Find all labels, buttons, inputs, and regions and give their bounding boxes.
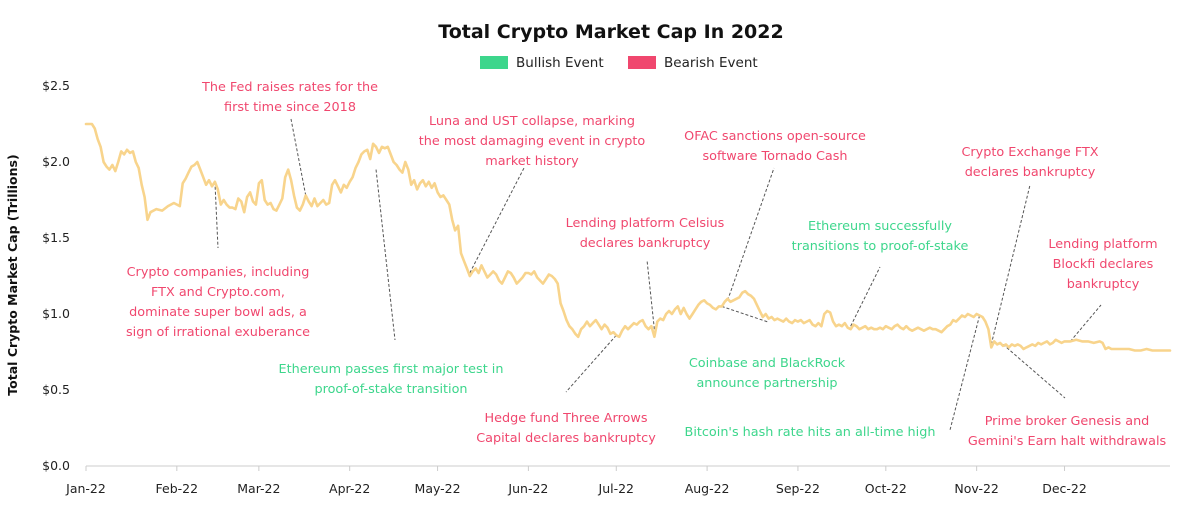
annotation-line: Hedge fund Three Arrows [484,411,647,426]
legend-label-bullish: Bullish Event [516,55,604,71]
annotation-line: Bitcoin's hash rate hits an all-time hig… [685,425,936,440]
annotation-hash-rate: Bitcoin's hash rate hits an all-time hig… [685,425,936,440]
annotation-tornado: OFAC sanctions open-source software Torna… [684,129,866,164]
legend: Bullish Event Bearish Event [480,55,758,71]
annotation-leaders [214,118,1102,431]
annotation-line: Crypto Exchange FTX [961,145,1098,160]
y-tick-label: $1.5 [42,230,70,245]
annotation-line: declares bankruptcy [965,165,1096,180]
legend-label-bearish: Bearish Event [664,55,758,71]
y-tick-label: $0.5 [42,382,70,397]
x-tick-label: Apr-22 [329,481,370,496]
y-axis: $0.0 $0.5 $1.0 $1.5 $2.0 $2.5 [42,78,70,473]
annotation-line: the most damaging event in crypto [419,134,646,149]
y-tick-label: $0.0 [42,458,70,473]
leader-fed-rates [290,118,307,196]
leader-eth-pos [850,266,881,327]
annotation-eth-pos: Ethereum successfully transitions to proo… [792,219,969,254]
annotation-line: Lending platform Celsius [566,216,725,231]
x-tick-label: Jan-22 [65,481,106,496]
legend-swatch-bullish [480,56,508,69]
annotation-line: declares bankruptcy [580,236,711,251]
annotation-celsius: Lending platform Celsius declares bankrup… [566,216,725,251]
y-axis-title: Total Crypto Market Cap (Trillions) [5,154,20,395]
annotations: Crypto companies, including FTX and Crypt… [126,80,1167,449]
annotation-line: market history [485,154,579,169]
annotation-line: Capital declares bankruptcy [476,431,656,446]
x-tick-label: Mar-22 [237,481,280,496]
x-tick-label: Sep-22 [776,481,820,496]
market-cap-line [84,122,1172,352]
leader-eth-test [375,169,396,341]
x-tick-label: Jun-22 [507,481,548,496]
annotation-luna: Luna and UST collapse, marking the most d… [419,114,646,169]
annotation-line: transitions to proof-of-stake [792,239,969,254]
x-tick-label: Nov-22 [954,481,998,496]
legend-swatch-bearish [628,56,656,69]
leader-hash-rate [949,315,981,431]
annotation-genesis: Prime broker Genesis and Gemini's Earn ha… [968,414,1167,449]
leader-three-arrows [565,334,617,393]
leader-super-bowl [214,181,219,249]
annotation-coinbase: Coinbase and BlackRock announce partnersh… [689,356,846,391]
x-tick-label: Oct-22 [865,481,907,496]
x-axis: Jan-22 Feb-22 Mar-22 Apr-22 May-22 Jun-22 Jul-… [65,466,1087,496]
x-tick-label: May-22 [415,481,461,496]
x-tick-label: Aug-22 [685,481,730,496]
annotation-line: Lending platform [1048,237,1157,252]
annotation-line: The Fed raises rates for the [201,80,378,95]
annotation-line: Ethereum successfully [808,219,952,234]
annotation-line: announce partnership [696,376,837,391]
x-tick-label: Feb-22 [156,481,199,496]
annotation-line: Crypto companies, including [127,265,310,280]
annotation-line: Blockfi declares [1053,257,1154,272]
leader-genesis [1002,344,1066,399]
annotation-line: FTX and Crypto.com, [151,285,285,300]
x-tick-label: Dec-22 [1042,481,1087,496]
y-tick-label: $1.0 [42,306,70,321]
chart-title: Total Crypto Market Cap In 2022 [438,21,783,43]
annotation-line: proof-of-stake transition [314,382,467,397]
annotation-fed-rates: The Fed raises rates for the first time s… [201,80,378,115]
annotation-line: dominate super bowl ads, a [129,305,307,320]
annotation-three-arrows: Hedge fund Three Arrows Capital declares … [476,411,656,446]
annotation-ftx: Crypto Exchange FTX declares bankruptcy [961,145,1098,180]
leader-blockfi [1070,304,1102,342]
annotation-line: first time since 2018 [224,100,356,115]
y-tick-label: $2.0 [42,154,70,169]
annotation-line: Prime broker Genesis and [985,414,1150,429]
leader-coinbase [721,305,769,323]
leader-luna [469,167,525,274]
annotation-line: OFAC sanctions open-source [684,129,866,144]
x-tick-label: Jul-22 [598,481,635,496]
y-tick-label: $2.5 [42,78,70,93]
annotation-line: sign of irrational exuberance [126,325,310,340]
annotation-line: bankruptcy [1067,277,1140,292]
annotation-line: Luna and UST collapse, marking [429,114,635,129]
annotation-line: Gemini's Earn halt withdrawals [968,434,1167,449]
annotation-blockfi: Lending platform Blockfi declares bankrupt… [1048,237,1157,292]
leader-ftx [990,184,1031,345]
annotation-eth-test: Ethereum passes first major test in proof… [279,362,504,397]
annotation-line: Coinbase and BlackRock [689,356,846,371]
annotation-line: Ethereum passes first major test in [279,362,504,377]
annotation-super-bowl: Crypto companies, including FTX and Crypt… [126,265,310,340]
annotation-line: software Tornado Cash [702,149,847,164]
leader-tornado [727,167,775,301]
leader-celsius [646,259,655,330]
